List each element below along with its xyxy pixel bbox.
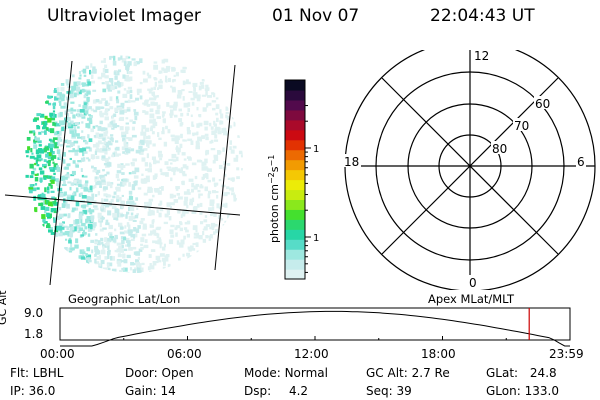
status-dsp: Dsp: 4.2 — [244, 384, 309, 398]
colorbar-segment — [285, 99, 305, 111]
geographic-caption: Geographic Lat/Lon — [68, 292, 181, 306]
colorbar-segment — [285, 80, 305, 91]
colorbar-segment — [285, 109, 305, 121]
colorbar-segment — [285, 219, 305, 230]
colorbar-segment — [285, 209, 305, 220]
altitude-curve — [60, 310, 570, 347]
status-gc-alt: GC Alt: 2.7 Re — [366, 366, 450, 380]
mlt-label-0: 0 — [469, 276, 477, 290]
time-label: 22:04:43 UT — [430, 6, 535, 26]
ytick-top: 9.0 — [24, 306, 44, 320]
colorbar-segment — [285, 189, 305, 200]
colorbar-segment — [285, 159, 305, 171]
status-gain: Gain: 14 — [125, 384, 176, 398]
xtick-06: 06:00 — [167, 347, 202, 361]
lat-label-80: 80 — [492, 142, 507, 156]
xtick-12: 12:00 — [294, 347, 329, 361]
apex-caption: Apex MLat/MLT — [428, 292, 515, 306]
status-mode: Mode: Normal — [244, 366, 328, 380]
color-bar-gradient — [285, 80, 305, 280]
colorbar-segment — [285, 139, 305, 151]
lat-label-60: 60 — [535, 97, 550, 111]
lat-lon-grid — [4, 60, 241, 285]
date-label: 01 Nov 07 — [272, 6, 360, 26]
mlt-label-6: 6 — [577, 155, 585, 169]
colorbar-tick-label: 100 — [313, 144, 320, 155]
colorbar-segment — [285, 129, 305, 141]
colorbar-segment — [285, 229, 305, 240]
status-seq: Seq: 39 — [366, 384, 412, 398]
status-glon: GLon: 133.0 — [486, 384, 559, 398]
mlt-label-18: 18 — [344, 155, 359, 169]
auroral-emission — [25, 55, 243, 273]
colorbar-segment — [285, 259, 305, 270]
status-flt: Flt: LBHL — [10, 366, 64, 380]
colorbar-segment — [285, 149, 305, 161]
colorbar-segment — [285, 269, 305, 280]
auroral-image — [4, 55, 243, 285]
xtick-00: 00:00 — [40, 347, 75, 361]
timeline-axis-title: GC Alt — [0, 290, 9, 325]
colorbar-segment — [285, 239, 305, 250]
colorbar-segment — [285, 179, 305, 191]
polar-plot: 12 0 18 6 60 70 80 — [343, 50, 596, 290]
colorbar-segment — [285, 119, 305, 131]
colorbar-segment — [285, 89, 305, 101]
instrument-title: Ultraviolet Imager — [47, 6, 201, 26]
color-bar: 100 10 photon cm−2s−1 — [267, 79, 320, 280]
status-ip: IP: 36.0 — [10, 384, 56, 398]
mlt-diagonal-2 — [381, 77, 559, 255]
status-door: Door: Open — [125, 366, 194, 380]
ytick-bottom: 1.8 — [24, 327, 44, 341]
status-glat: GLat: 24.8 — [486, 366, 557, 380]
colorbar-unit-label: photon cm−2s−1 — [267, 155, 281, 243]
mlt-label-12: 12 — [474, 50, 489, 63]
xtick-18: 18:00 — [421, 347, 456, 361]
colorbar-segment — [285, 249, 305, 260]
lat-label-70: 70 — [514, 119, 529, 133]
colorbar-segment — [285, 199, 305, 210]
colorbar-segment — [285, 169, 305, 181]
altitude-timeline — [59, 307, 571, 347]
xtick-2359: 23:59 — [549, 347, 584, 361]
colorbar-tick-label: 10 — [313, 233, 320, 244]
